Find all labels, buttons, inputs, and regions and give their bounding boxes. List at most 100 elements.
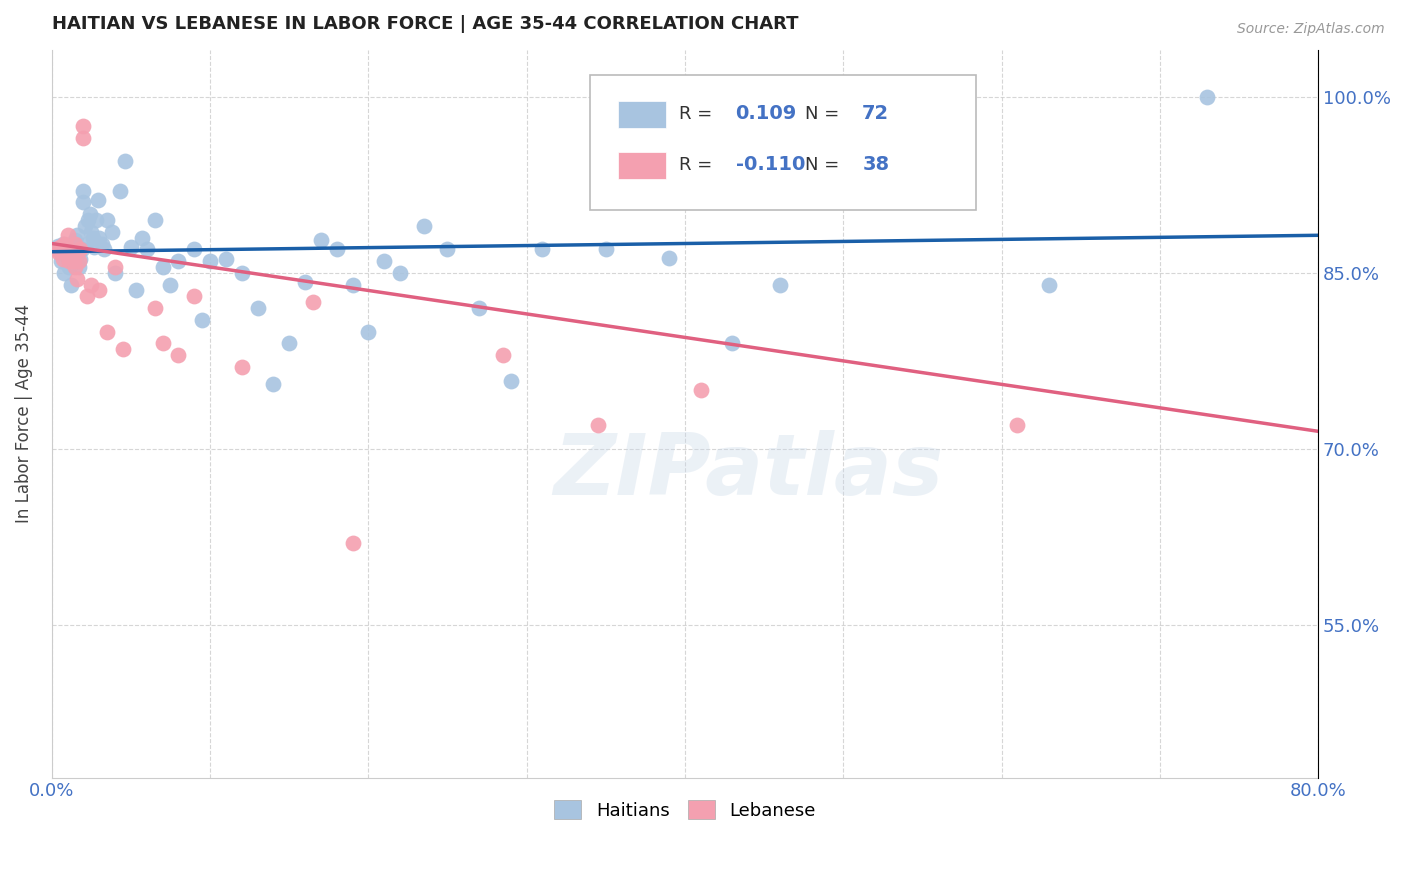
Point (89, 230, 111, 244)
Point (65, 236, 87, 251)
Point (67, 254, 90, 268)
FancyBboxPatch shape (617, 152, 666, 179)
Point (262, 377, 284, 392)
Point (55, 239, 77, 253)
Point (135, 243, 157, 257)
Point (231, 266, 253, 280)
Point (66, 248, 89, 262)
Point (66, 228, 89, 243)
Point (152, 336, 174, 351)
Point (60, 248, 83, 262)
Point (69, 252, 91, 266)
Point (96, 213, 118, 227)
Point (198, 254, 221, 268)
Point (82, 230, 104, 244)
Point (55, 248, 77, 262)
Point (492, 348, 515, 362)
Point (59, 252, 82, 266)
Point (53, 244, 76, 259)
Point (1197, 90, 1219, 104)
FancyBboxPatch shape (591, 75, 976, 210)
Text: 38: 38 (862, 155, 890, 174)
Point (83, 240, 105, 254)
Point (56, 228, 79, 243)
Point (65, 240, 87, 254)
Point (101, 225, 124, 239)
Point (309, 233, 332, 247)
Y-axis label: In Labor Force | Age 35-44: In Labor Force | Age 35-44 (15, 304, 32, 524)
Point (104, 260, 127, 274)
Point (302, 295, 325, 310)
Point (131, 230, 153, 244)
Point (72, 131, 94, 145)
Point (499, 374, 522, 388)
Point (72, 119, 94, 133)
Point (246, 301, 269, 315)
Point (52, 252, 75, 266)
Point (104, 266, 127, 280)
Text: N =: N = (806, 156, 845, 174)
Point (63, 254, 86, 268)
Text: 0.109: 0.109 (735, 104, 797, 123)
Point (721, 336, 744, 351)
Point (76, 236, 98, 251)
Point (114, 154, 136, 169)
Point (79, 207, 101, 221)
Point (76, 289, 98, 303)
Point (45, 243, 67, 257)
Point (325, 243, 347, 257)
Point (769, 277, 792, 292)
Point (1038, 277, 1060, 292)
FancyBboxPatch shape (617, 101, 666, 128)
Point (70, 243, 93, 257)
Point (342, 536, 364, 550)
Legend: Haitians, Lebanese: Haitians, Lebanese (547, 793, 823, 827)
Point (531, 243, 554, 257)
Point (468, 301, 491, 315)
Point (63, 244, 86, 259)
Point (80, 277, 103, 292)
Point (72, 195, 94, 210)
Point (342, 277, 364, 292)
Point (167, 348, 190, 362)
Point (412, 219, 434, 233)
Point (46, 239, 69, 253)
Point (52, 236, 75, 251)
Point (357, 325, 380, 339)
Point (436, 243, 458, 257)
Point (91, 236, 114, 251)
Point (65, 233, 87, 247)
Point (231, 359, 253, 374)
Point (86, 193, 108, 207)
Point (111, 342, 134, 356)
Point (183, 289, 205, 303)
Point (89, 284, 111, 298)
Point (96, 325, 118, 339)
Point (80, 225, 103, 239)
Point (143, 213, 166, 227)
Point (56, 243, 79, 257)
Point (93, 243, 115, 257)
Point (1007, 418, 1029, 433)
Point (124, 284, 146, 298)
Point (120, 240, 142, 254)
Point (66, 271, 89, 285)
Point (388, 266, 411, 280)
Point (46, 244, 69, 259)
Point (48, 240, 70, 254)
Point (56, 243, 79, 257)
Point (51, 243, 73, 257)
Point (69, 243, 91, 257)
Text: -0.110: -0.110 (735, 155, 806, 174)
Text: Source: ZipAtlas.com: Source: ZipAtlas.com (1237, 22, 1385, 37)
Text: HAITIAN VS LEBANESE IN LABOR FORCE | AGE 35-44 CORRELATION CHART: HAITIAN VS LEBANESE IN LABOR FORCE | AGE… (52, 15, 799, 33)
Text: 72: 72 (862, 104, 890, 123)
Point (69, 243, 91, 257)
Point (60, 256, 83, 270)
Point (215, 252, 238, 266)
Point (65, 260, 87, 274)
Point (658, 251, 681, 265)
Point (53, 236, 76, 251)
Point (72, 184, 94, 198)
Text: N =: N = (806, 105, 845, 123)
